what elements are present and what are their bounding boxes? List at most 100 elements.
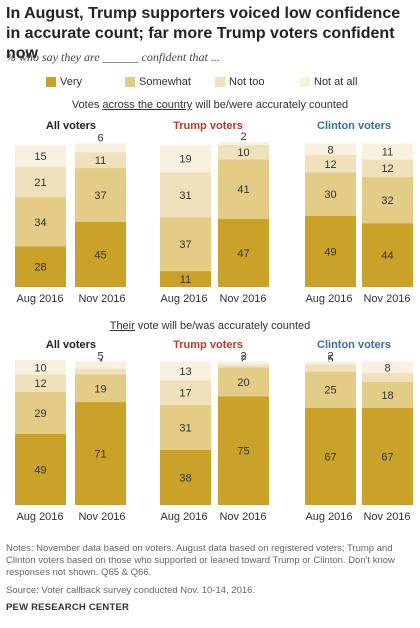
- bar-segment-all-voters-aug-2016-not-at-all: [15, 360, 66, 375]
- legend-item-somewhat: Somewhat: [125, 76, 191, 88]
- bar-segment-trump-voters-aug-2016-not-too: [160, 380, 211, 405]
- legend-swatch-somewhat: [125, 77, 135, 87]
- chart-notes: Notes: November data based on voters. Au…: [6, 543, 395, 578]
- data-label-trump-voters-aug-2016-not-at-all: 19: [179, 154, 191, 166]
- data-label-all-voters-nov-2016-not-too: 11: [95, 155, 106, 167]
- data-label-trump-voters-aug-2016-somewhat: 37: [179, 239, 191, 251]
- bar-segment-trump-voters-nov-2016-not-at-all: [218, 361, 269, 365]
- data-label-trump-voters-aug-2016-very: 38: [179, 472, 191, 484]
- bar-segment-all-voters-aug-2016-not-at-all: [15, 144, 66, 167]
- group-title-all-voters-2: All voters: [45, 339, 97, 351]
- legend-item-not-too: Not too: [215, 76, 264, 88]
- data-label-clinton-voters-nov-2016-not-at-all: 8: [384, 362, 390, 374]
- tick-label-trump-voters-nov-2016: Nov 2016: [219, 293, 266, 305]
- data-label-all-voters-aug-2016-not-too: 12: [34, 378, 46, 390]
- bar-segment-trump-voters-nov-2016-somewhat: [218, 367, 269, 397]
- chart-subtitle: % who say they are ______ confident that…: [6, 50, 220, 64]
- group-title-trump-voters-1: Trump voters: [173, 120, 243, 132]
- bar-segment-clinton-voters-aug-2016-somewhat: [305, 371, 356, 408]
- legend-swatch-not-at-all: [300, 77, 310, 87]
- data-label-clinton-voters-nov-2016-very: 44: [381, 250, 393, 262]
- legend-swatch-not-too: [215, 77, 225, 87]
- bar-segment-trump-voters-aug-2016-somewhat: [160, 404, 211, 450]
- tick-label-all-voters-nov-2016: Nov 2016: [78, 511, 125, 523]
- chart-title: In August, Trump supporters voiced low c…: [6, 5, 401, 62]
- bar-segment-clinton-voters-aug-2016-very: [305, 407, 356, 505]
- bar-segment-clinton-voters-aug-2016-very: [305, 215, 356, 287]
- group-title-clinton-voters-2: Clinton voters: [317, 339, 391, 351]
- legend-label-very: Very: [60, 76, 83, 88]
- bar-segment-all-voters-nov-2016-very: [75, 221, 126, 287]
- bar-segment-trump-voters-nov-2016-very: [218, 218, 269, 287]
- bar-segment-all-voters-nov-2016-very: [75, 402, 126, 505]
- bar-segment-trump-voters-aug-2016-not-too: [160, 172, 211, 218]
- data-label-all-voters-nov-2016-somewhat: 19: [94, 383, 106, 395]
- bar-segment-clinton-voters-nov-2016-very: [362, 407, 413, 505]
- data-label-trump-voters-nov-2016-somewhat: 41: [237, 184, 249, 196]
- bar-segment-clinton-voters-aug-2016-not-too: [305, 155, 356, 173]
- data-label-trump-voters-nov-2016-somewhat: 20: [237, 377, 249, 389]
- legend-swatch-very: [46, 77, 56, 87]
- tick-label-clinton-voters-aug-2016: Aug 2016: [305, 511, 352, 523]
- data-label-all-voters-aug-2016-not-at-all: 15: [34, 151, 46, 163]
- bar-segment-all-voters-aug-2016-very: [15, 246, 66, 287]
- data-label-all-voters-nov-2016-somewhat: 37: [94, 190, 106, 202]
- tick-label-all-voters-aug-2016: Aug 2016: [16, 511, 63, 523]
- bar-segment-all-voters-aug-2016-not-too: [15, 374, 66, 392]
- data-label-clinton-voters-aug-2016-very: 49: [324, 246, 336, 258]
- bar-segment-clinton-voters-nov-2016-not-at-all: [362, 361, 413, 374]
- bar-segment-all-voters-aug-2016-somewhat: [15, 197, 66, 247]
- bar-segment-trump-voters-nov-2016-not-too: [218, 144, 269, 160]
- tick-label-all-voters-aug-2016: Aug 2016: [16, 293, 63, 305]
- data-label-all-voters-aug-2016-somewhat: 29: [34, 408, 46, 420]
- bar-segment-all-voters-nov-2016-not-too: [75, 368, 126, 375]
- data-label-all-voters-aug-2016-not-at-all: 10: [34, 362, 46, 374]
- bar-segment-clinton-voters-aug-2016-somewhat: [305, 172, 356, 216]
- bar-segment-all-voters-nov-2016-not-at-all: [75, 361, 126, 369]
- data-label-clinton-voters-aug-2016-not-at-all: 2: [327, 350, 333, 362]
- bar-segment-trump-voters-nov-2016-somewhat: [218, 159, 269, 219]
- legend: Very Somewhat Not too Not at all: [0, 76, 420, 90]
- bar-segment-clinton-voters-aug-2016-not-too: [305, 364, 356, 372]
- bar-segment-all-voters-aug-2016-somewhat: [15, 391, 66, 434]
- bar-segment-clinton-voters-nov-2016-somewhat: [362, 381, 413, 408]
- data-label-trump-voters-nov-2016-not-too: 2: [240, 353, 246, 365]
- bar-segment-trump-voters-nov-2016-not-at-all: [218, 142, 269, 145]
- bar-segment-clinton-voters-nov-2016-not-at-all: [362, 143, 413, 160]
- data-label-all-voters-nov-2016-not-at-all: 5: [97, 350, 103, 362]
- data-label-trump-voters-aug-2016-not-at-all: 13: [179, 366, 191, 378]
- bar-segment-clinton-voters-aug-2016-not-at-all: [305, 361, 356, 365]
- data-label-all-voters-nov-2016-very: 71: [94, 449, 106, 461]
- bar-segment-all-voters-nov-2016-somewhat: [75, 374, 126, 403]
- data-label-clinton-voters-nov-2016-very: 67: [381, 451, 393, 463]
- data-label-clinton-voters-aug-2016-not-at-all: 8: [327, 144, 333, 156]
- tick-label-clinton-voters-aug-2016: Aug 2016: [305, 293, 352, 305]
- legend-label-somewhat: Somewhat: [139, 76, 191, 88]
- bar-segment-all-voters-aug-2016-very: [15, 433, 66, 505]
- bar-segment-all-voters-nov-2016-somewhat: [75, 168, 126, 222]
- legend-label-not-too: Not too: [229, 76, 265, 88]
- data-label-trump-voters-aug-2016-not-too: 31: [179, 190, 191, 202]
- data-label-all-voters-aug-2016-somewhat: 34: [34, 217, 46, 229]
- bar-segment-clinton-voters-aug-2016-not-at-all: [305, 143, 356, 156]
- bar-segment-trump-voters-nov-2016-not-too: [218, 364, 269, 368]
- tick-label-trump-voters-nov-2016: Nov 2016: [219, 511, 266, 523]
- data-label-trump-voters-nov-2016-not-at-all: 2: [240, 131, 246, 143]
- data-label-trump-voters-nov-2016-very: 47: [237, 248, 249, 260]
- bar-segment-all-voters-nov-2016-not-at-all: [75, 143, 126, 153]
- tick-label-clinton-voters-nov-2016: Nov 2016: [363, 511, 410, 523]
- legend-label-not-at-all: Not at all: [314, 76, 358, 88]
- data-label-trump-voters-nov-2016-not-too: 10: [237, 147, 249, 159]
- bar-segment-clinton-voters-nov-2016-somewhat: [362, 176, 413, 224]
- tick-label-trump-voters-aug-2016: Aug 2016: [160, 293, 207, 305]
- data-label-clinton-voters-nov-2016-somewhat: 32: [381, 195, 393, 207]
- data-label-clinton-voters-aug-2016-not-too: 12: [324, 159, 336, 171]
- data-label-trump-voters-aug-2016-very: 11: [180, 274, 191, 286]
- bar-segment-trump-voters-aug-2016-very: [160, 449, 211, 505]
- bar-segment-clinton-voters-nov-2016-very: [362, 223, 413, 287]
- data-label-clinton-voters-nov-2016-somewhat: 18: [381, 390, 393, 402]
- data-label-all-voters-aug-2016-not-too: 21: [34, 177, 46, 189]
- group-title-all-voters-1: All voters: [45, 120, 97, 132]
- bar-segment-all-voters-nov-2016-not-too: [75, 152, 126, 169]
